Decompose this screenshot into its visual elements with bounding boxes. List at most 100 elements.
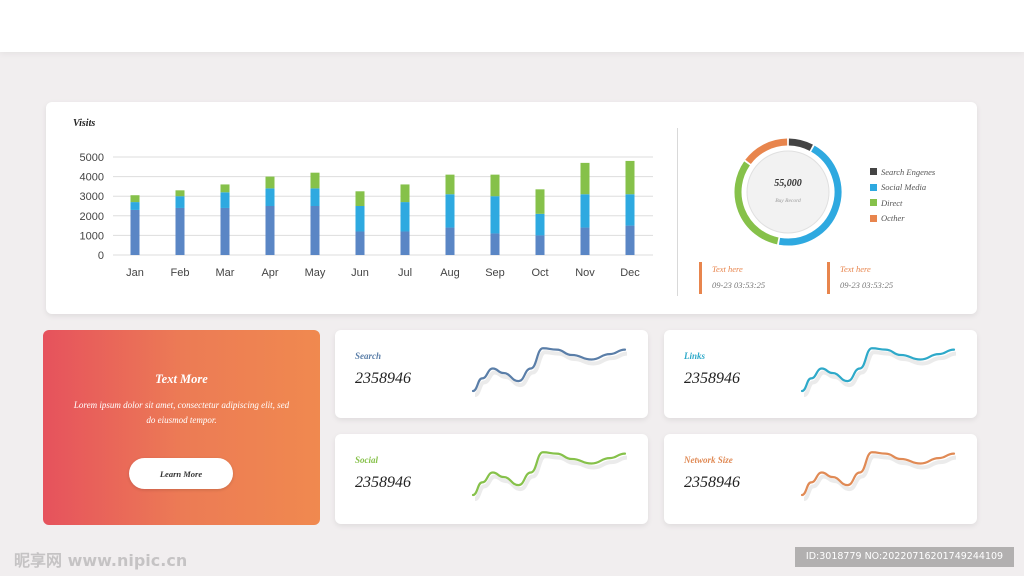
x-tick-label: Sep (485, 267, 505, 279)
legend-swatch (870, 183, 877, 191)
donut-slice (778, 145, 842, 246)
y-tick-label: 4000 (80, 172, 104, 184)
x-tick-label: Oct (531, 267, 548, 279)
bar-segment (130, 209, 140, 255)
legend-swatch (870, 168, 877, 176)
bar-segment (445, 227, 455, 255)
bar-segment (580, 194, 590, 228)
donut-slice (788, 138, 813, 151)
sparkline-shadow (803, 350, 957, 397)
bar-segment (355, 191, 365, 206)
donut-center-label: Buy Record (775, 198, 801, 204)
stat-value: 2358946 (684, 474, 740, 491)
bar-segment (265, 188, 275, 206)
legend-label: Search Engenes (881, 166, 936, 177)
sparkline (471, 451, 628, 501)
legend-label: Octher (881, 213, 905, 224)
bar-segment (580, 162, 590, 195)
sparkline-path (800, 451, 956, 497)
bar-segment (175, 196, 185, 208)
bar-segment (535, 235, 545, 255)
legend-item: Social Media (870, 180, 935, 196)
x-tick-label: Nov (575, 267, 595, 279)
legend-item: Octher (870, 211, 935, 227)
bar-segment (400, 202, 410, 232)
bar-segment (265, 206, 275, 255)
y-tick-label: 5000 (80, 152, 104, 164)
donut-center (746, 150, 830, 234)
bar-segment (535, 213, 545, 236)
bar-segment (355, 206, 365, 232)
promo-title: Text More (155, 372, 208, 386)
y-tick-label: 3000 (80, 191, 104, 203)
record-item: Text here 09-23 03:53:25 (699, 262, 765, 294)
bar-segment (490, 174, 500, 197)
sparkline-shadow (474, 350, 628, 397)
promo-card (43, 330, 320, 525)
stat-value: 2358946 (355, 370, 411, 387)
bar-segment (310, 172, 320, 189)
y-tick-label: 2000 (80, 211, 104, 223)
x-tick-label: May (305, 267, 326, 279)
stat-card-social[interactable]: Social 2358946 (335, 434, 648, 524)
y-tick-label: 0 (98, 250, 104, 262)
divider (677, 128, 678, 296)
sparkline (800, 347, 957, 397)
bar-segment (400, 184, 410, 203)
bar-segment (220, 207, 230, 255)
bar-segment (445, 174, 455, 195)
watermark-id: ID:3018779 NO:20220716201749244109 (795, 547, 1014, 567)
record-title: Text here (840, 264, 871, 274)
bar-segment (535, 189, 545, 214)
x-tick-label: Jul (398, 267, 412, 279)
sparkline-path (471, 451, 627, 497)
bar-segment (445, 194, 455, 228)
bar-segment (625, 194, 635, 226)
bar-segment (130, 202, 140, 210)
bar-segment (130, 195, 140, 203)
top-bar (0, 0, 1024, 52)
stat-card-search[interactable]: Search 2358946 (335, 330, 648, 418)
promo-text: Lorem ipsum dolor sit amet, consectetur … (73, 400, 290, 425)
stat-label: Search (355, 351, 382, 361)
bar-segment (220, 184, 230, 193)
x-tick-label: Dec (620, 267, 640, 279)
x-tick-label: Mar (216, 267, 235, 279)
sparkline (471, 347, 628, 397)
sparkline-path (800, 347, 956, 393)
sparkline-shadow (474, 454, 628, 501)
stat-label: Links (684, 351, 706, 361)
x-tick-label: Apr (261, 267, 278, 279)
legend-swatch (870, 199, 877, 207)
y-tick-label: 1000 (80, 230, 104, 242)
record-time: 09-23 03:53:25 (840, 280, 894, 290)
sparkline-shadow (803, 454, 957, 501)
legend-label: Social Media (881, 182, 927, 193)
watermark-logo: 昵享网 www.nipic.cn (14, 551, 188, 570)
stat-label: Network Size (684, 455, 733, 465)
donut-legend: Search Engenes Social Media Direct Octhe… (870, 164, 935, 226)
chart-title: Visits (73, 118, 96, 129)
stat-value: 2358946 (684, 370, 740, 387)
sparkline-path (471, 347, 627, 393)
bar-segment (355, 231, 365, 255)
bar-segment (490, 233, 500, 255)
bar-segment (175, 190, 185, 197)
legend-item: Search Engenes (870, 164, 935, 180)
legend-swatch (870, 214, 877, 222)
bar-segment (310, 206, 320, 255)
x-tick-label: Jan (126, 267, 144, 279)
bar-segment (175, 207, 185, 255)
record-time: 09-23 03:53:25 (712, 280, 766, 290)
stat-card-links[interactable]: Links 2358946 (664, 330, 977, 418)
bar-segment (220, 192, 230, 208)
stat-card-network-size[interactable]: Network Size 2358946 (664, 434, 977, 524)
x-tick-label: Jun (351, 267, 369, 279)
learn-more-button[interactable]: Learn More (129, 458, 233, 489)
record-title: Text here (712, 264, 743, 274)
bar-segment (490, 196, 500, 234)
donut-slice (734, 161, 779, 245)
record-item: Text here 09-23 03:53:25 (827, 262, 893, 294)
sparkline (800, 451, 957, 501)
